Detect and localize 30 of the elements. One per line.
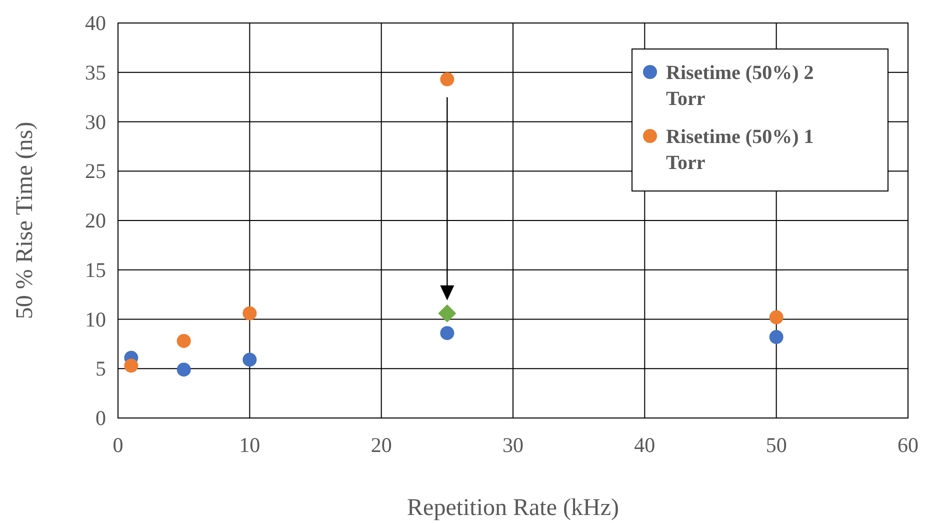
point bbox=[242, 352, 257, 367]
x-axis-title: Repetition Rate (kHz) bbox=[407, 495, 619, 521]
x-tick-label: 0 bbox=[112, 433, 124, 457]
y-axis-title: 50 % Rise Time (ns) bbox=[12, 122, 38, 320]
y-tick-label: 15 bbox=[85, 258, 106, 282]
x-tick-label: 10 bbox=[239, 433, 260, 457]
y-tick-label: 0 bbox=[96, 406, 106, 430]
y-tick-label: 40 bbox=[85, 11, 106, 35]
point bbox=[438, 304, 456, 322]
point bbox=[242, 306, 257, 320]
x-tick-label: 40 bbox=[634, 433, 656, 457]
point bbox=[124, 358, 138, 373]
y-tick-label: 20 bbox=[85, 208, 106, 232]
legend-label: Risetime (50%) 1 Torr bbox=[666, 126, 814, 174]
point bbox=[440, 326, 454, 340]
x-tick-label: 50 bbox=[766, 433, 787, 457]
y-tick-label: 10 bbox=[85, 307, 106, 332]
y-tick-label: 35 bbox=[85, 60, 106, 84]
y-tick-label: 25 bbox=[85, 159, 106, 184]
y-tick-label: 5 bbox=[96, 356, 106, 381]
y-tick-label: 30 bbox=[85, 110, 106, 134]
x-tick-label: 60 bbox=[898, 433, 918, 457]
point bbox=[769, 330, 784, 344]
point bbox=[176, 362, 191, 377]
x-tick-label: 30 bbox=[502, 433, 524, 457]
point bbox=[440, 72, 454, 86]
point bbox=[769, 310, 784, 324]
legend-label: Risetime (50%) 2 Torr bbox=[666, 62, 814, 110]
x-tick-label: 20 bbox=[370, 433, 392, 457]
point bbox=[176, 334, 191, 348]
